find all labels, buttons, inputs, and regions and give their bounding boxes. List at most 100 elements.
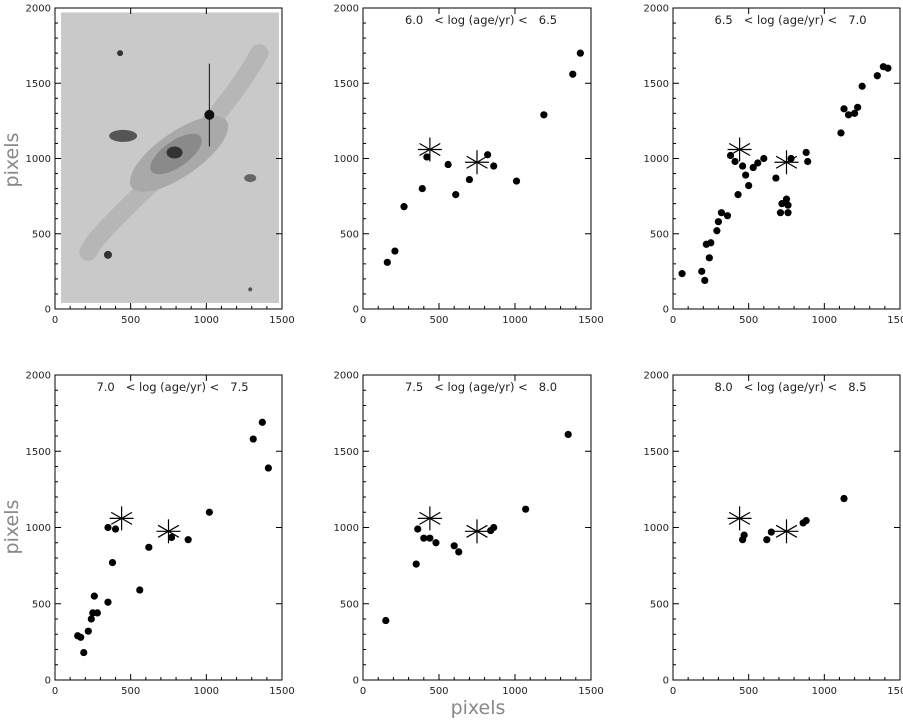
data-point [484, 151, 492, 159]
data-point [840, 105, 848, 113]
data-point [782, 195, 791, 203]
data-point [778, 200, 786, 208]
x-tick-label: 500 [739, 686, 758, 697]
data-point [258, 418, 266, 426]
panel-title: 7.5 < log (age/yr) < 8.0 [405, 380, 557, 394]
data-point [455, 548, 463, 556]
data-point [522, 505, 530, 513]
y-tick-label: 500 [32, 229, 51, 240]
figure-ylabel-top: pixels [1, 133, 23, 188]
data-point [184, 536, 192, 544]
data-point [726, 151, 735, 160]
y-tick-label: 1000 [334, 154, 359, 165]
reference-star-marker [774, 519, 799, 544]
y-tick-label: 0 [353, 305, 359, 316]
data-point [776, 209, 785, 217]
x-tick-label: 1500 [887, 315, 903, 326]
data-point [418, 185, 426, 193]
data-point [104, 598, 112, 606]
data-point [383, 258, 391, 266]
x-tick-label: 0 [360, 315, 366, 326]
data-point [873, 72, 881, 80]
reference-star-marker [417, 506, 442, 531]
panel-title: 6.0 < log (age/yr) < 6.5 [405, 13, 557, 27]
reference-star-marker [156, 519, 181, 544]
reference-star-marker [774, 150, 799, 175]
data-point [787, 154, 795, 163]
bright-star [204, 109, 215, 120]
y-tick-label: 2000 [26, 4, 51, 15]
data-point [749, 163, 757, 172]
data-point [108, 558, 117, 567]
y-tick-label: 1500 [26, 447, 51, 458]
data-point [844, 111, 853, 119]
panels: 0 500 1000 1500 0 500 1000 1500 2000 0 500 1000 1500… [26, 4, 903, 698]
data-point [740, 531, 748, 539]
data-point [167, 533, 176, 542]
data-point [111, 525, 120, 533]
y-tick-label: 500 [650, 599, 669, 610]
data-point [490, 162, 498, 170]
galaxy-image [61, 12, 279, 303]
x-tick-label: 1500 [269, 315, 294, 326]
x-tick-label: 500 [429, 686, 448, 697]
y-tick-label: 1000 [334, 523, 359, 534]
panel-title: 7.0 < log (age/yr) < 7.5 [96, 380, 248, 394]
panel-1: 0 500 1000 1500 0 500 1000 1500 2000 [26, 4, 295, 327]
y-tick-label: 0 [663, 676, 669, 687]
data-point [804, 157, 812, 166]
reference-star-marker [727, 506, 752, 531]
y-tick-label: 1500 [26, 79, 51, 90]
reference-star-marker [727, 137, 752, 162]
x-tick-label: 0 [670, 686, 676, 697]
y-tick-label: 500 [340, 229, 359, 240]
companion-galaxy [109, 129, 138, 142]
data-point [840, 494, 848, 503]
x-tick-label: 0 [670, 315, 676, 326]
data-point [739, 162, 747, 170]
data-point [802, 517, 810, 525]
data-point [767, 528, 775, 536]
y-tick-label: 500 [32, 599, 51, 610]
x-tick-label: 1500 [578, 315, 603, 326]
background-galaxy [244, 174, 257, 183]
data-point [450, 542, 458, 550]
figure-ylabel-bottom: pixels [1, 500, 23, 555]
y-tick-label: 2000 [644, 4, 669, 15]
data-point [205, 508, 213, 516]
data-point [84, 627, 92, 635]
data-point [423, 153, 431, 161]
x-tick-label: 0 [360, 686, 366, 697]
x-tick-label: 1000 [194, 315, 219, 326]
data-point [784, 209, 792, 217]
panel-3: 0 500 1000 1500 0 500 1000 1500 2000 6.5 < log (a… [644, 4, 903, 327]
y-tick-label: 500 [340, 599, 359, 610]
data-point [772, 174, 780, 182]
y-tick-label: 2000 [334, 371, 359, 382]
panel-4: 0 500 1000 1500 0 500 1000 1500 2000 7.0 < log (a… [26, 371, 295, 698]
panel-5: 0 500 1000 1500 0 500 1000 1500 2000 7.5 < log (a… [334, 371, 604, 698]
data-point [734, 191, 742, 199]
y-tick-label: 1500 [334, 447, 359, 458]
data-point [264, 464, 272, 472]
y-tick-label: 0 [45, 676, 51, 687]
x-tick-label: 1500 [269, 686, 294, 697]
data-point [760, 154, 768, 163]
data-point [93, 609, 101, 617]
data-point [512, 177, 521, 185]
data-point [714, 218, 723, 226]
data-point [784, 201, 792, 209]
y-tick-label: 1500 [644, 447, 669, 458]
y-tick-label: 0 [353, 676, 359, 687]
field-star [248, 287, 253, 292]
field-star [117, 50, 124, 57]
data-point [854, 103, 862, 111]
data-point [569, 70, 577, 78]
data-point [884, 64, 892, 72]
data-point [432, 539, 440, 547]
data-point [426, 534, 434, 542]
data-point [707, 239, 715, 247]
data-point [802, 148, 810, 157]
data-point [136, 586, 144, 594]
